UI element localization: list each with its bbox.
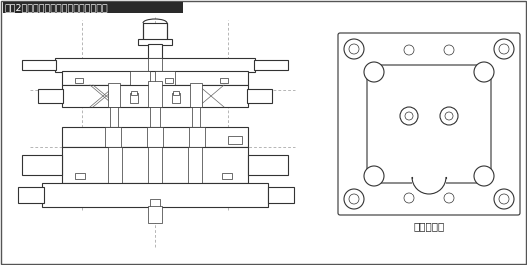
Circle shape (344, 189, 364, 209)
Bar (130, 71, 150, 85)
Circle shape (405, 112, 413, 120)
Polygon shape (90, 85, 116, 107)
Bar (248, 155, 288, 175)
Bar (188, 147, 202, 183)
Circle shape (474, 62, 494, 82)
Circle shape (440, 107, 458, 125)
Bar (62, 147, 248, 183)
Bar (192, 107, 200, 129)
Bar (75, 173, 85, 179)
Bar (143, 23, 167, 40)
Bar (190, 83, 202, 107)
Circle shape (499, 44, 509, 54)
Circle shape (445, 112, 453, 120)
Bar (148, 44, 162, 60)
Bar (148, 81, 162, 107)
Bar (228, 136, 242, 144)
Circle shape (404, 193, 414, 203)
Circle shape (444, 45, 454, 55)
Bar (247, 89, 272, 103)
Circle shape (364, 62, 384, 82)
Bar (148, 58, 162, 72)
Bar (148, 147, 162, 183)
FancyBboxPatch shape (367, 65, 491, 183)
Circle shape (364, 166, 384, 186)
Bar (108, 83, 120, 107)
Bar (150, 199, 160, 207)
Bar (62, 71, 248, 85)
FancyBboxPatch shape (338, 33, 520, 215)
Bar (412, 176, 446, 194)
Bar (268, 187, 294, 203)
Circle shape (349, 194, 359, 204)
Bar (22, 155, 62, 175)
Text: 下型平面図: 下型平面図 (413, 221, 445, 231)
Bar (138, 39, 172, 45)
Bar (110, 107, 118, 129)
Bar (148, 206, 162, 223)
Bar (172, 93, 180, 103)
Circle shape (499, 194, 509, 204)
Circle shape (404, 45, 414, 55)
Bar (108, 147, 122, 183)
Bar (105, 127, 121, 147)
Bar (254, 60, 288, 70)
Circle shape (494, 39, 514, 59)
Bar (130, 93, 138, 103)
Bar (150, 107, 160, 129)
Circle shape (494, 189, 514, 209)
Bar (3, 2, 183, 13)
Bar (38, 89, 63, 103)
Bar (62, 127, 248, 147)
Text: 『囲2』可動ストリッパ構造の穴抜き型: 『囲2』可動ストリッパ構造の穴抜き型 (5, 3, 109, 12)
Bar (75, 78, 83, 83)
Circle shape (474, 166, 494, 186)
Bar (165, 78, 173, 83)
Circle shape (444, 193, 454, 203)
Bar (22, 60, 56, 70)
Bar (42, 183, 268, 207)
Bar (62, 85, 248, 107)
Bar (155, 71, 175, 85)
Circle shape (400, 107, 418, 125)
Bar (173, 91, 179, 95)
Circle shape (344, 39, 364, 59)
Bar (189, 127, 205, 147)
Bar (220, 78, 228, 83)
Bar (222, 173, 232, 179)
Bar (55, 58, 255, 72)
Bar (18, 187, 44, 203)
Circle shape (349, 44, 359, 54)
Bar (147, 127, 163, 147)
Bar (131, 91, 137, 95)
